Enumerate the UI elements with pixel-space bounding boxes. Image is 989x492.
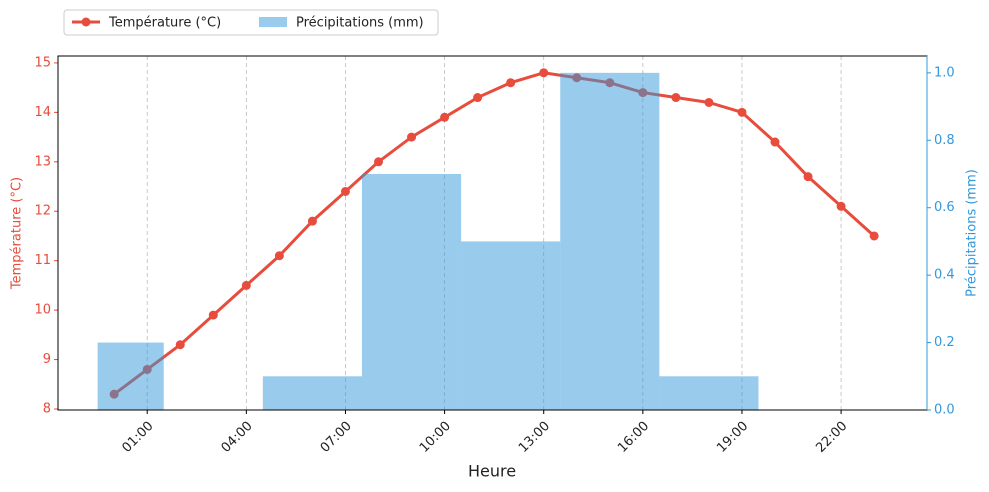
precipitation-bar (361, 174, 462, 410)
temperature-point (869, 231, 879, 241)
legend-label: Température (°C) (108, 16, 221, 31)
temperature-point (671, 93, 681, 103)
temperature-point (473, 93, 483, 103)
y-axis-label: Température (°C) (10, 177, 25, 290)
temperature-point (506, 78, 516, 88)
temperature-point (539, 68, 549, 78)
legend-swatch (259, 17, 287, 27)
y-tick-label: 12 (34, 204, 51, 219)
y-tick-label: 11 (34, 253, 51, 268)
x-tick-label: 19:00 (714, 419, 751, 456)
temperature-point (803, 172, 813, 182)
y-tick-label: 14 (34, 105, 51, 120)
y2-tick-label: 0.4 (934, 268, 955, 283)
y2-tick-label: 0.8 (934, 133, 955, 148)
x-tick-label: 16:00 (615, 419, 652, 456)
x-tick-label: 13:00 (516, 419, 553, 456)
y-tick-label: 8 (43, 402, 51, 417)
y-tick-label: 9 (43, 352, 51, 367)
temperature-point (274, 251, 284, 261)
legend-marker (81, 17, 91, 27)
temperature-point (737, 107, 747, 117)
temperature-point (770, 137, 780, 147)
x-tick-label: 04:00 (219, 419, 256, 456)
y-tick-label: 13 (34, 154, 51, 169)
temperature-point (704, 97, 714, 107)
temperature-point (307, 216, 317, 226)
temperature-point (241, 280, 251, 290)
x-tick-label: 07:00 (318, 419, 355, 456)
temperature-point (836, 201, 846, 211)
y2-tick-label: 0.0 (934, 403, 955, 418)
precipitation-bar (659, 376, 759, 410)
x-axis-label: Heure (468, 462, 516, 481)
temperature-point (374, 157, 384, 167)
temperature-point (340, 186, 350, 196)
y-tick-label: 15 (34, 55, 51, 70)
y-tick-label: 10 (34, 303, 51, 318)
temperature-point (175, 340, 185, 350)
precipitation-bar (461, 241, 561, 410)
y2-tick-label: 0.2 (934, 335, 955, 350)
temperature-point (208, 310, 218, 320)
y2-axis-label: Précipitations (mm) (965, 169, 980, 297)
precipitation-bar (97, 342, 164, 410)
temperature-point (407, 132, 417, 142)
temperature-line (113, 71, 876, 396)
legend-box (63, 9, 439, 36)
y2-tick-label: 0.6 (934, 200, 955, 215)
precipitation-bar (262, 376, 362, 410)
x-tick-label: 01:00 (119, 419, 156, 456)
precipitation-bar (560, 72, 660, 410)
y2-tick-label: 1.0 (934, 65, 955, 80)
temperature-point (440, 112, 450, 122)
x-tick-label: 22:00 (813, 419, 850, 456)
x-tick-label: 10:00 (417, 419, 454, 456)
legend-label: Précipitations (mm) (296, 16, 424, 31)
